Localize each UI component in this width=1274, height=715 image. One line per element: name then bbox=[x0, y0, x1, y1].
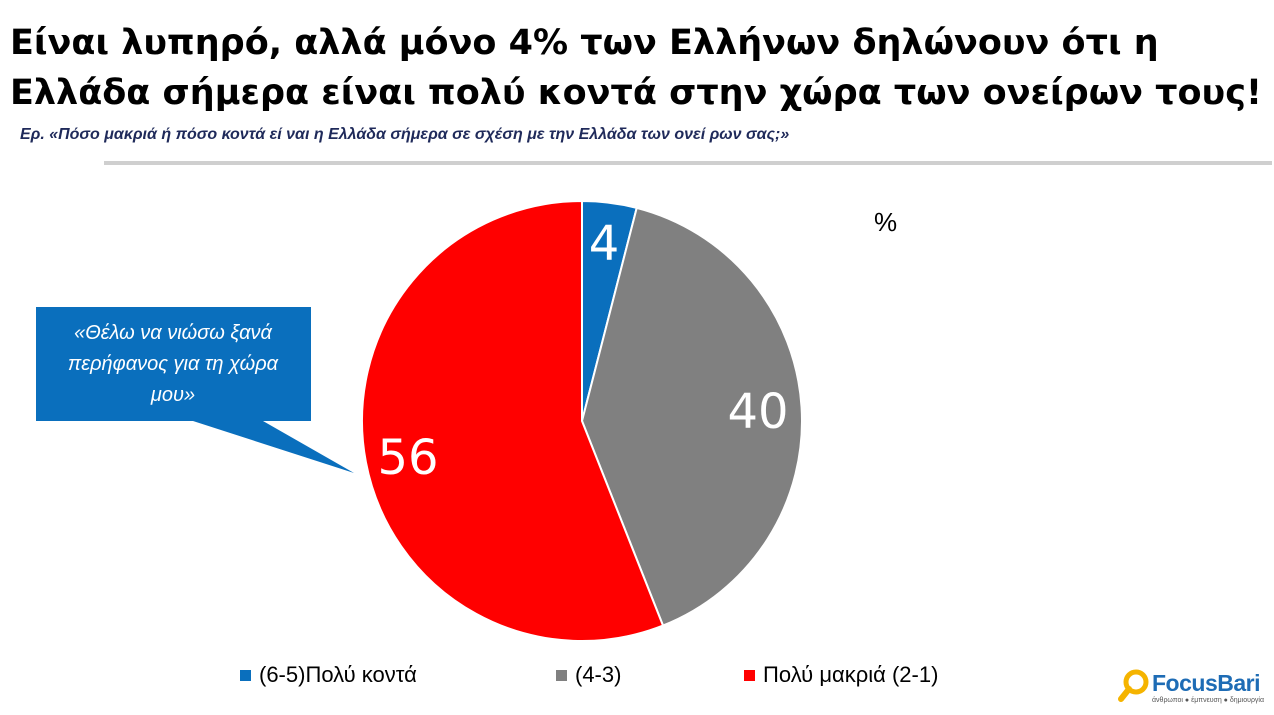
pie-value-label-3: 56 bbox=[377, 430, 438, 486]
legend-swatch-middle bbox=[556, 669, 567, 681]
legend-label-very-close: (6-5)Πολύ κοντά bbox=[259, 662, 417, 687]
magnifier-icon bbox=[1118, 669, 1149, 702]
chart-legend: (6-5)Πολύ κοντά (4-3) Πολύ μακριά (2-1) bbox=[0, 662, 1274, 690]
page-title: Είναι λυπηρό, αλλά μόνο 4% των Ελλήνων δ… bbox=[10, 23, 1262, 113]
pie-data-labels: 4 40 56 bbox=[377, 216, 788, 486]
survey-question: Ερ. «Πόσο μακριά ή πόσο κοντά εί ναι η Ε… bbox=[20, 126, 790, 143]
unit-label: % bbox=[874, 207, 898, 237]
legend-label-middle: (4-3) bbox=[575, 662, 622, 687]
legend-label-very-far: Πολύ μακριά (2-1) bbox=[763, 662, 939, 687]
legend-item-middle: (4-3) bbox=[556, 662, 621, 688]
focusbari-logo: FocusBari άνθρωποι ● έμπνευση ● δημιουργ… bbox=[1118, 668, 1268, 708]
pie-value-label-2: 40 bbox=[727, 384, 788, 440]
logo-tagline: άνθρωποι ● έμπνευση ● δημιουργία bbox=[1152, 697, 1265, 704]
pie-slice-3 bbox=[361, 199, 665, 642]
pie-slices bbox=[361, 199, 803, 642]
logo-wordmark: FocusBari bbox=[1152, 670, 1260, 696]
legend-swatch-very-far bbox=[744, 669, 755, 681]
callout-box bbox=[36, 307, 354, 473]
legend-item-very-far: Πολύ μακριά (2-1) bbox=[744, 662, 938, 688]
callout-quote: «Θέλω να νιώσω ξανά περήφανος για τη χώρ… bbox=[67, 322, 279, 406]
legend-swatch-very-close bbox=[240, 669, 251, 681]
header-divider bbox=[104, 161, 1272, 165]
legend-item-very-close: (6-5)Πολύ κοντά bbox=[240, 662, 417, 688]
pie-value-label-1: 4 bbox=[589, 216, 620, 272]
pie-slice-2 bbox=[580, 206, 803, 627]
